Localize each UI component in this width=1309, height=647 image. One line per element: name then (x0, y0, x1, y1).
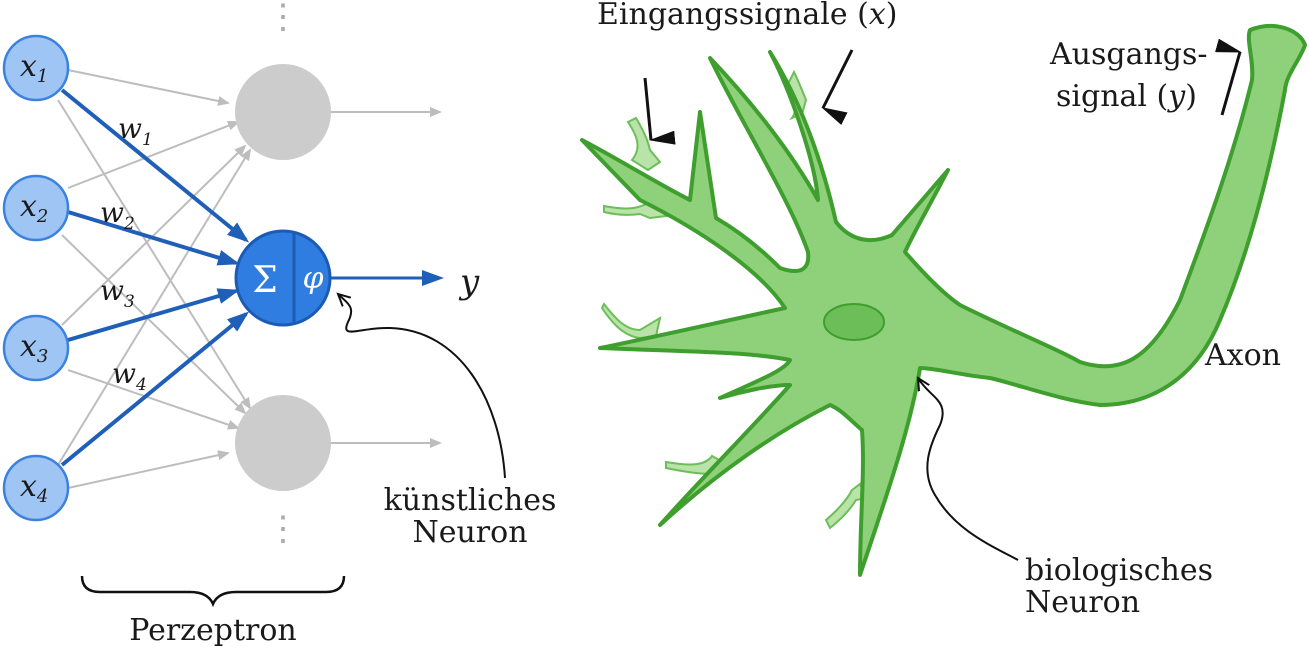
weight-label-2: w2 (100, 196, 135, 234)
artificial-neuron-label-line1: künstliches (384, 483, 557, 518)
neuron-pointer-curve (338, 294, 506, 479)
output-signal-label-line2: signal (y) (1056, 79, 1197, 114)
weight-arrow-2 (67, 210, 240, 266)
input-node-2 (2, 174, 70, 242)
biological-neuron: Eingangssignale (x) Ausgangs- signal (y)… (580, 0, 1307, 620)
weight-label-4: w4 (112, 357, 147, 395)
weight-arrow-1 (60, 88, 250, 243)
artificial-neuron: Σ φ (234, 229, 332, 327)
dots-top: ⋮ (266, 0, 300, 37)
neuron-body (580, 24, 1307, 577)
axon-label: Axon (1204, 338, 1281, 373)
perceptron-brace (80, 575, 346, 608)
input-label-4: x4 (20, 469, 48, 507)
input-node-1 (2, 34, 70, 102)
input-nodes: x1 x2 x3 x4 (2, 34, 70, 522)
output-arrow-bio (1215, 38, 1242, 116)
input-label-1: x1 (20, 49, 48, 87)
dots-bottom: ⋮ (266, 509, 300, 549)
weighted-connections (60, 88, 444, 467)
activation-symbol: φ (302, 261, 323, 296)
gray-connections (57, 69, 442, 489)
weight-label-3: w3 (100, 274, 135, 312)
bio-neuron-pointer-curve (918, 378, 1019, 561)
input-label-2: x2 (20, 189, 48, 227)
input-node-3 (2, 314, 70, 382)
artificial-neuron-label-line2: Neuron (412, 515, 527, 550)
input-arrow-left (643, 77, 676, 145)
weight-label-1: w1 (118, 112, 153, 150)
synapse-terminals (600, 69, 868, 530)
input-node-4 (2, 454, 70, 522)
bio-neuron-label-line1: biologisches (1025, 553, 1213, 588)
weight-labels: w1 w2 w3 w4 (100, 112, 153, 395)
hidden-neuron-top (235, 64, 331, 160)
input-signals-label: Eingangssignale (x) (597, 0, 897, 32)
weight-arrow-3 (67, 288, 240, 342)
hidden-neuron-bottom (235, 395, 331, 491)
nucleus (823, 303, 885, 341)
sum-symbol: Σ (252, 260, 277, 301)
input-label-3: x3 (20, 329, 48, 367)
perceptron-label: Perzeptron (129, 613, 296, 647)
bio-neuron-label-line2: Neuron (1025, 585, 1140, 620)
input-arrow-right (821, 49, 854, 125)
weight-arrow-4 (60, 311, 250, 467)
perceptron: ⋮ ⋮ x1 x2 x3 x4 w1 w2 w3 w4 Σ φ (2, 0, 557, 647)
output-symbol: y (458, 262, 480, 302)
output-signal-label-line1: Ausgangs- (1049, 37, 1208, 72)
